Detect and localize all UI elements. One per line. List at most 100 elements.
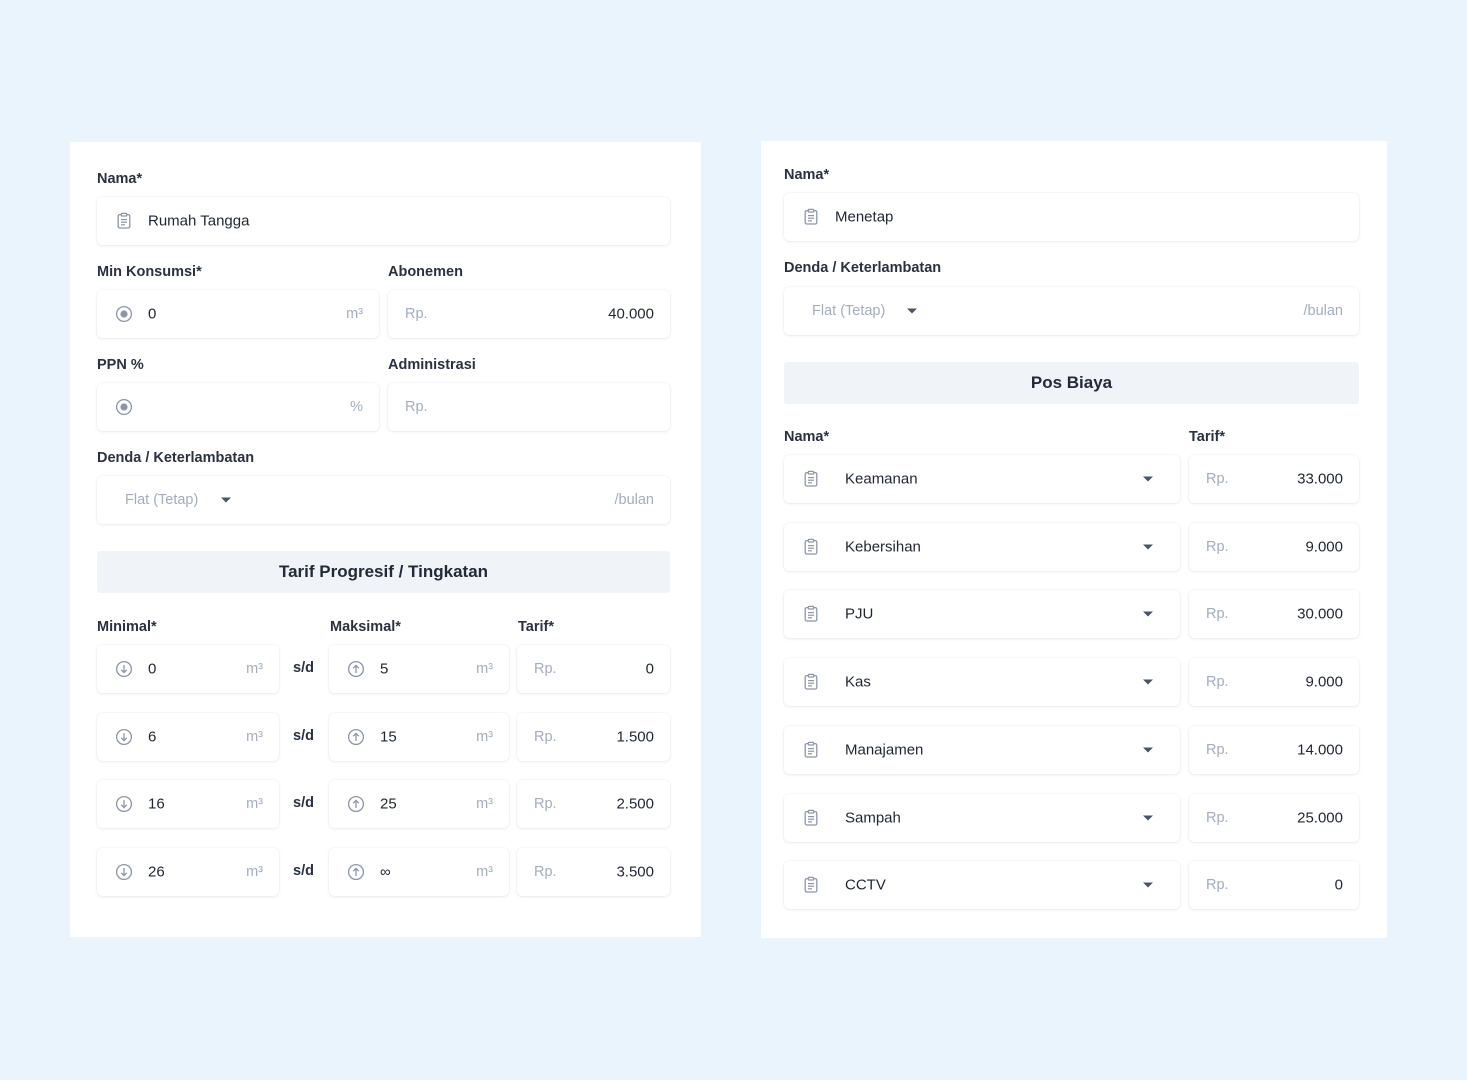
pos-tarif-currency: Rp. — [1206, 741, 1229, 758]
pos-nama-value: Manajamen — [845, 741, 924, 759]
arrow-up-circle-icon — [347, 863, 365, 881]
pos-tarif-input[interactable]: Rp. 9.000 — [1189, 658, 1359, 707]
range-separator: s/d — [293, 795, 314, 812]
chevron-down-icon[interactable] — [1143, 882, 1153, 888]
pos-nama-select[interactable]: Keamanan — [784, 455, 1180, 503]
pos-nama-select[interactable]: Manajamen — [784, 725, 1180, 774]
nama-input[interactable]: Rumah Tangga — [97, 197, 670, 245]
tier-max-input[interactable]: 15 m³ — [329, 712, 509, 761]
tier-min-input[interactable]: 16 m³ — [97, 780, 279, 829]
chevron-down-icon[interactable] — [1143, 815, 1153, 820]
pos-tarif-currency: Rp. — [1206, 809, 1229, 826]
clipboard-icon — [802, 876, 820, 894]
arrow-up-circle-icon — [347, 660, 365, 678]
clipboard-icon — [802, 208, 820, 226]
pos-tarif-value: 33.000 — [1297, 470, 1343, 488]
ppn-unit: % — [350, 399, 363, 415]
tier-tarif-input[interactable]: Rp. 1.500 — [517, 712, 670, 761]
denda-type-select[interactable]: Flat (Tetap) — [812, 303, 886, 319]
tier-max-unit: m³ — [476, 864, 493, 881]
pos-nama-select[interactable]: CCTV — [784, 861, 1180, 910]
tarif-progresif-header: Tarif Progresif / Tingkatan — [97, 551, 670, 593]
arrow-down-circle-icon — [115, 795, 133, 813]
denda-input[interactable]: Flat (Tetap) /bulan — [784, 287, 1359, 335]
chevron-down-icon[interactable] — [1143, 544, 1153, 550]
tier-tarif-currency: Rp. — [534, 728, 557, 745]
ppn-label: PPN % — [97, 357, 144, 373]
pos-tarif-currency: Rp. — [1206, 471, 1229, 487]
min-konsumsi-input[interactable]: 0 m³ — [97, 290, 379, 338]
tarif-air-form-card: Nama* Rumah Tangga Min Konsumsi* 0 m³ Ab… — [70, 142, 701, 937]
tier-min-value: 6 — [148, 728, 157, 746]
pos-nama-value: Keamanan — [845, 470, 918, 488]
tier-tarif-currency: Rp. — [534, 864, 557, 881]
pos-nama-select[interactable]: PJU — [784, 590, 1180, 639]
pos-tarif-column-label: Tarif* — [1189, 429, 1225, 445]
tier-min-input[interactable]: 0 m³ — [97, 645, 279, 693]
tier-max-input[interactable]: 5 m³ — [329, 645, 509, 693]
tarif-menetap-form-card: Nama* Menetap Denda / Keterlambatan Flat… — [761, 141, 1387, 938]
tier-max-value: 25 — [380, 795, 397, 813]
pos-tarif-input[interactable]: Rp. 33.000 — [1189, 455, 1359, 503]
pos-nama-select[interactable]: Kebersihan — [784, 522, 1180, 571]
abonemen-currency: Rp. — [405, 306, 428, 322]
pos-nama-select[interactable]: Kas — [784, 658, 1180, 707]
pos-nama-value: Sampah — [845, 809, 901, 826]
pos-tarif-input[interactable]: Rp. 14.000 — [1189, 725, 1359, 774]
clipboard-icon — [115, 212, 133, 230]
pos-tarif-input[interactable]: Rp. 30.000 — [1189, 590, 1359, 639]
denda-input[interactable]: Flat (Tetap) /bulan — [97, 476, 670, 524]
clipboard-icon — [802, 538, 820, 556]
clipboard-icon — [802, 470, 820, 488]
pos-tarif-input[interactable]: Rp. 25.000 — [1189, 793, 1359, 842]
pos-nama-select[interactable]: Sampah — [784, 793, 1180, 842]
administrasi-label: Administrasi — [388, 357, 476, 373]
pos-nama-column-label: Nama* — [784, 429, 830, 445]
pos-tarif-input[interactable]: Rp. 0 — [1189, 861, 1359, 910]
tier-tarif-value: 2.500 — [616, 795, 654, 813]
pos-tarif-currency: Rp. — [1206, 877, 1229, 894]
tier-min-input[interactable]: 6 m³ — [97, 712, 279, 761]
tier-tarif-value: 1.500 — [616, 728, 654, 746]
abonemen-label: Abonemen — [388, 264, 463, 280]
maksimal-column-label: Maksimal* — [330, 619, 401, 635]
nama-value: Menetap — [835, 208, 894, 226]
chevron-down-icon[interactable] — [907, 308, 917, 314]
min-konsumsi-value: 0 — [148, 305, 157, 323]
pos-tarif-value: 30.000 — [1297, 605, 1343, 623]
tier-max-unit: m³ — [476, 728, 493, 745]
tier-min-value: 0 — [148, 660, 157, 678]
pos-tarif-input[interactable]: Rp. 9.000 — [1189, 522, 1359, 571]
pos-tarif-currency: Rp. — [1206, 606, 1229, 623]
tier-tarif-input[interactable]: Rp. 3.500 — [517, 848, 670, 897]
tier-max-input[interactable]: 25 m³ — [329, 780, 509, 829]
nama-label: Nama* — [97, 171, 143, 187]
chevron-down-icon[interactable] — [221, 497, 231, 503]
administrasi-input[interactable]: Rp. — [388, 383, 670, 431]
tier-tarif-input[interactable]: Rp. 2.500 — [517, 780, 670, 829]
denda-type-select[interactable]: Flat (Tetap) — [125, 492, 199, 508]
pos-tarif-value: 9.000 — [1305, 673, 1343, 691]
chevron-down-icon[interactable] — [1143, 611, 1153, 617]
arrow-down-circle-icon — [115, 863, 133, 881]
pos-nama-value: Kas — [845, 673, 871, 691]
chevron-down-icon[interactable] — [1143, 679, 1153, 685]
tier-min-input[interactable]: 26 m³ — [97, 848, 279, 897]
pos-tarif-value: 0 — [1334, 876, 1343, 894]
minimal-column-label: Minimal* — [97, 619, 157, 635]
range-separator: s/d — [293, 727, 314, 744]
chevron-down-icon[interactable] — [1143, 747, 1153, 753]
nama-value: Rumah Tangga — [148, 212, 250, 230]
clipboard-icon — [802, 605, 820, 623]
pos-nama-value: CCTV — [845, 876, 886, 894]
nama-input[interactable]: Menetap — [784, 193, 1359, 241]
tier-tarif-input[interactable]: Rp. 0 — [517, 645, 670, 693]
tier-max-input[interactable]: ∞ m³ — [329, 848, 509, 897]
ppn-input[interactable]: % — [97, 383, 379, 431]
chevron-down-icon[interactable] — [1143, 476, 1153, 482]
tier-min-unit: m³ — [246, 728, 263, 745]
clipboard-icon — [802, 673, 820, 691]
clipboard-icon — [802, 741, 820, 759]
abonemen-input[interactable]: Rp. 40.000 — [388, 290, 670, 338]
tier-tarif-currency: Rp. — [534, 661, 557, 677]
